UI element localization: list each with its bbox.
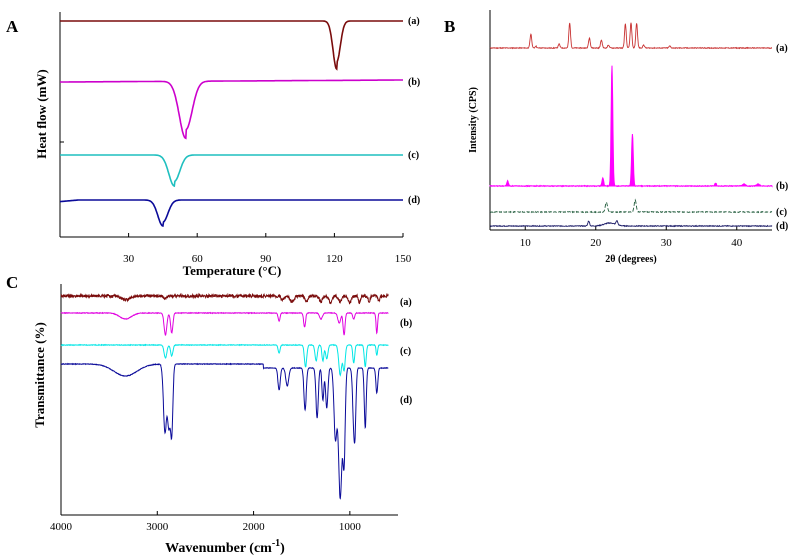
- dsc-curve: [60, 154, 403, 188]
- ftir-curve-label: (d): [400, 395, 412, 406]
- ftir-x-tick-label: 4000: [50, 521, 73, 533]
- ftir-curve: [60, 343, 389, 377]
- dsc-y-label: Heat flow (mW): [34, 69, 49, 159]
- xrd-curve: [489, 198, 773, 214]
- dsc-x-tick-label: 150: [395, 253, 412, 265]
- ftir-x-tick-label: 1000: [339, 521, 362, 533]
- ftir-curve-label: (c): [400, 346, 411, 357]
- dsc-curve-label: (a): [408, 16, 420, 27]
- dsc-curve: [60, 79, 403, 140]
- dsc-curve-label: (c): [408, 150, 419, 161]
- dsc-curve-label: (d): [408, 195, 420, 206]
- panel-c-label: C: [6, 273, 18, 292]
- ftir-curve: [60, 292, 389, 305]
- dsc-x-label: Temperature (°C): [183, 263, 282, 278]
- ftir-x-tick-label: 2000: [243, 521, 266, 533]
- xrd-x-tick-label: 10: [520, 237, 532, 249]
- xrd-curve-label: (b): [776, 181, 788, 192]
- ftir-y-label: Transmittance (%): [32, 322, 47, 428]
- dsc-curve: [60, 199, 403, 228]
- ftir-curve: [60, 311, 389, 336]
- dsc-x-tick-label: 90: [260, 253, 272, 265]
- ftir-chart: 4000 3000 2000 1000 (a) (b) (c) (d) Transmitta…: [32, 284, 412, 555]
- dsc-curve-label: (b): [408, 77, 420, 88]
- panel-a-label: A: [6, 17, 19, 36]
- dsc-curve: [60, 20, 403, 71]
- xrd-curve-label: (a): [776, 43, 788, 54]
- ftir-curve-label: (b): [400, 318, 412, 329]
- xrd-y-label: Intensity (CPS): [468, 87, 479, 153]
- ftir-x-tick-label: 3000: [146, 521, 169, 533]
- xrd-curve: [490, 220, 773, 228]
- xrd-curve-label: (d): [776, 221, 788, 232]
- ftir-curve: [60, 362, 389, 500]
- dsc-x-tick-label: 30: [123, 253, 135, 265]
- xrd-x-tick-label: 30: [661, 237, 673, 249]
- xrd-curve: [489, 22, 773, 50]
- dsc-x-tick-label: 120: [326, 253, 343, 265]
- xrd-x-label: 2θ (degrees): [605, 254, 656, 265]
- dsc-x-tick-label: 60: [192, 253, 204, 265]
- xrd-curve: [489, 65, 773, 188]
- dsc-chart: 30 60 90 120 150 (a) (b) (c) (d) Heat flow (mW)…: [34, 12, 420, 278]
- xrd-x-tick-label: 20: [590, 237, 602, 249]
- ftir-x-label: Wavenumber (cm-1): [165, 538, 285, 555]
- xrd-curve-label: (c): [776, 207, 787, 218]
- xrd-x-tick-label: 40: [731, 237, 743, 249]
- ftir-curve-label: (a): [400, 297, 412, 308]
- panel-b-label: B: [444, 17, 455, 36]
- xrd-chart: 10 20 30 40 (a) (b) (c) (d) Intensity (CPS) 2θ…: [468, 10, 788, 265]
